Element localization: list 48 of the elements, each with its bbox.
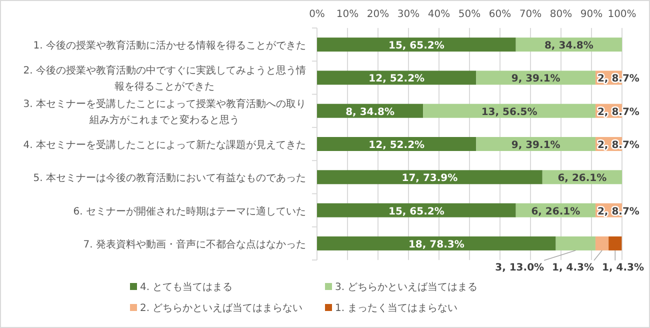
- y-tick-label: 3. 本セミナーを受講したことによって授業や教育活動への取り組み方がこれまでと変わると思う: [23, 98, 306, 126]
- data-label: 1, 4.3%: [602, 262, 644, 274]
- legend-label: 1. まったく当てはまらない: [335, 302, 458, 314]
- bar: [317, 203, 516, 218]
- data-label: 17, 73.9%: [402, 173, 458, 184]
- data-label: 12, 52.2%: [368, 74, 425, 85]
- x-tick-label: 80%: [550, 9, 572, 20]
- data-label: 3, 13.0%: [495, 262, 544, 274]
- legend-label: 3. どちらかといえば当てはまる: [335, 281, 478, 293]
- x-tick-label: 0%: [309, 9, 325, 20]
- x-tick-label: 70%: [519, 9, 542, 20]
- data-label: 15, 65.2%: [388, 40, 444, 52]
- x-tick-label: 100%: [608, 9, 636, 20]
- bar: [556, 236, 596, 250]
- bar: [317, 170, 542, 184]
- x-tick-label: 20%: [366, 9, 390, 20]
- data-label: 8, 34.8%: [346, 106, 395, 118]
- y-tick-label: 5. 本セミナーは今後の教育活動において有益なものであった: [33, 172, 306, 184]
- y-tick-label: 7. 発表資料や動画・音声に不都合な点はなかった: [83, 238, 306, 250]
- data-label: 6, 26.1%: [558, 173, 607, 184]
- y-tick-label: 6. セミナーが開催された時期はテーマに適していた: [73, 205, 306, 218]
- y-tick-label: 1. 今後の授業や教育活動に活かせる情報を得ることができた: [33, 40, 306, 52]
- bar: [608, 236, 622, 250]
- x-tick-label: 10%: [336, 9, 359, 20]
- bar: [317, 137, 476, 151]
- bar: [317, 236, 556, 250]
- data-label: 9, 39.1%: [511, 74, 560, 85]
- data-label: 9, 39.1%: [511, 140, 560, 151]
- data-label: 1, 4.3%: [552, 262, 594, 274]
- x-tick-label: 40%: [428, 9, 450, 20]
- data-label: 12, 52.2%: [368, 140, 425, 151]
- bar: [317, 70, 476, 85]
- data-label: 6, 26.1%: [531, 206, 580, 218]
- x-tick-label: 90%: [580, 9, 603, 20]
- y-tick-label: 2. 今後の授業や教育活動の中ですぐに実践してみようと思う情報を得ることができた: [23, 64, 306, 93]
- x-tick-label: 50%: [458, 9, 481, 20]
- bar: [595, 236, 609, 250]
- data-label: 15, 65.2%: [388, 206, 444, 218]
- x-tick-label: 30%: [397, 9, 420, 20]
- bar: [317, 38, 516, 52]
- y-tick-label: 4. 本セミナーを受講したことによって新たな課題が見えてきた: [23, 139, 306, 151]
- legend-label: 4. とても当てはまる: [140, 281, 233, 293]
- data-label: 18, 78.3%: [408, 239, 464, 250]
- data-label: 8, 34.8%: [544, 40, 594, 52]
- legend-label: 2. どちらかといえば当てはまらない: [140, 302, 303, 314]
- x-tick-label: 60%: [488, 9, 512, 20]
- data-label: 13, 56.5%: [481, 106, 538, 118]
- bar: [423, 104, 596, 118]
